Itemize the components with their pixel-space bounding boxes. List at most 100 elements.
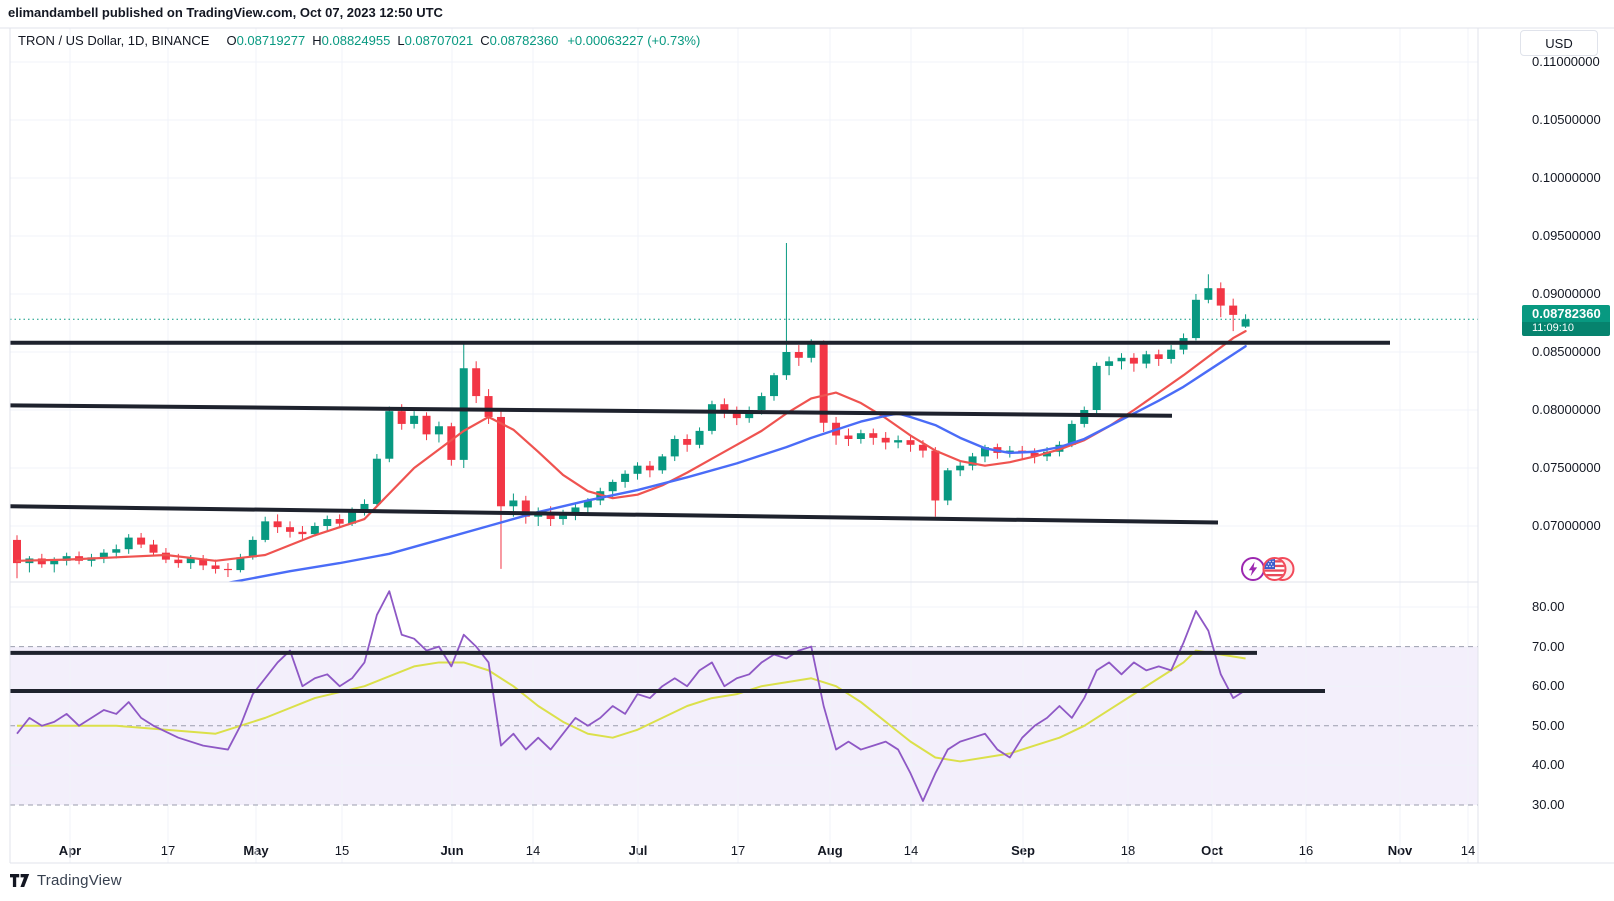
candle-body [844,435,853,439]
low-value: 0.08707021 [404,33,474,48]
last-price-value: 0.08782360 [1532,306,1601,321]
candle-body [1241,319,1250,327]
candle-body [670,439,679,457]
symbol-info-row[interactable]: TRON / US Dollar, 1D, BINANCE O0.08719277… [18,33,700,48]
candle-body [968,456,977,466]
price-axis-label: 0.09500000 [1532,228,1601,243]
candle-body [807,342,816,358]
change-value: +0.00063227 (+0.73%) [567,33,701,48]
candle-body [174,559,183,564]
candle-body [770,375,779,397]
candle-body [1204,288,1213,300]
candle-body [1067,423,1076,445]
price-trendline[interactable] [9,403,1173,418]
candle-body [894,440,903,443]
price-axis-label: 0.09000000 [1532,286,1601,301]
candle-body [571,507,580,515]
candle-body [50,560,59,565]
price-axis-label: 0.08000000 [1532,402,1601,417]
candle-body [956,465,965,471]
candle-body [99,552,108,558]
candle-body [931,450,940,501]
candle-body [1229,305,1238,315]
candle-body [559,514,568,520]
candle-body [980,447,989,457]
price-axis-label: 0.08500000 [1532,344,1601,359]
candle-body [348,510,357,524]
rsi-axis-label: 40.00 [1532,757,1565,773]
candle-body [13,539,21,564]
candle-body [223,568,232,571]
candle-body [62,556,71,561]
candle-body [707,404,716,431]
candle-body [112,549,121,553]
candle-body [236,557,245,571]
currency-toggle-button[interactable]: USD [1520,30,1598,56]
us-flag-icon[interactable] [1261,555,1297,583]
last-price-badge[interactable]: 0.08782360 11:09:10 [1522,305,1610,336]
rsi-axis-label: 80.00 [1532,599,1565,614]
candle-body [658,456,667,471]
candle-body [596,491,605,501]
candle-body [608,481,617,492]
candle-body [782,352,791,376]
candle-body [261,521,270,540]
candle-body [422,415,431,435]
high-label: H [312,33,322,48]
candle-body [124,537,133,550]
price-axis-label: 0.10500000 [1532,112,1601,127]
symbol-title[interactable]: TRON / US Dollar, 1D, BINANCE [18,33,210,48]
rsi-axis-label: 60.00 [1532,678,1565,694]
candle-body [286,527,295,532]
candle-body [645,465,654,471]
candle-body [434,426,443,435]
ma-slow-line [225,345,1247,582]
candle-body [1092,365,1101,410]
candle-body [819,342,828,423]
candle-body [1129,357,1138,364]
candle-body [1191,299,1200,339]
price-axis-label: 0.07000000 [1532,518,1601,533]
candle-body [447,426,456,460]
candle-body [1043,451,1052,457]
tradingview-attribution[interactable]: TradingView [10,872,122,889]
candle-body [472,368,481,397]
tradingview-logo-icon [10,873,30,887]
candle-body [546,512,555,520]
candle-body [633,465,642,474]
price-trendline[interactable] [9,504,1219,525]
candle-body [323,519,332,526]
candle-body [149,544,158,553]
price-axis-label: 0.10000000 [1532,170,1601,185]
rsi-axis-label: 50.00 [1532,717,1565,733]
candle-body [372,458,381,504]
candle-body [298,531,307,535]
candle-body [583,500,592,508]
candle-body [186,558,195,564]
candle-body [856,433,865,439]
candle-body [137,537,146,545]
price-axis-label: 0.11000000 [1532,54,1600,69]
candle-body [1030,452,1039,457]
candle-body [410,415,419,424]
candle-body [1117,357,1126,362]
candle-body [683,439,692,445]
candle-body [869,433,878,438]
candle-body [161,552,170,560]
candle-body [310,526,319,535]
open-value: 0.08719277 [236,33,306,48]
candle-body [906,440,915,445]
candle-body [521,500,530,517]
candle-body [397,411,406,424]
candle-body [496,416,505,507]
candle-body [211,565,220,569]
candle-body [918,444,927,451]
low-label: L [397,33,405,48]
open-label: O [226,33,237,48]
candle-body [484,396,493,417]
high-value: 0.08824955 [321,33,391,48]
close-label: C [480,33,490,48]
candle-body [1216,288,1225,306]
